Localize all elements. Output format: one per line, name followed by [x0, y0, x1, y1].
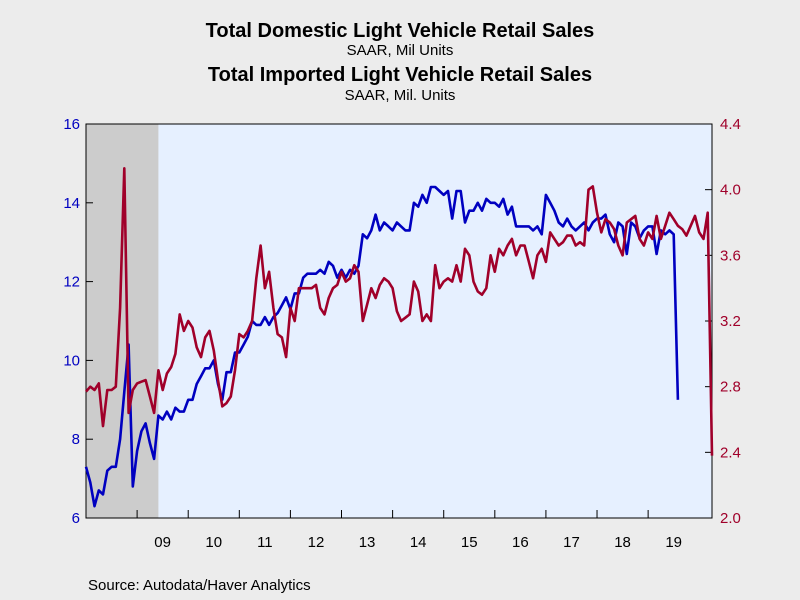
left-tick-label: 16	[63, 116, 80, 133]
right-tick-label: 4.4	[720, 116, 741, 133]
left-tick-label: 14	[63, 195, 80, 212]
chart-title-imported: Total Imported Light Vehicle Retail Sale…	[207, 64, 593, 86]
domestic-series-line	[84, 185, 680, 508]
right-tick-label: 4.0	[720, 182, 741, 199]
left-tick-label: 12	[63, 274, 80, 291]
x-tick-label: 17	[563, 534, 580, 551]
x-tick-label: 19	[665, 534, 682, 551]
right-tick-label: 2.8	[720, 379, 741, 396]
right-tick-label: 3.6	[720, 247, 741, 264]
left-tick-label: 10	[63, 352, 80, 369]
x-tick-label: 11	[257, 534, 273, 551]
x-tick-label: 18	[614, 534, 631, 551]
x-tick-label: 15	[461, 534, 478, 551]
x-tick-label: 09	[154, 534, 171, 551]
x-tick-label: 14	[410, 534, 427, 551]
x-tick-label: 12	[308, 534, 325, 551]
recession-shading	[86, 124, 159, 518]
left-tick-label: 6	[72, 510, 80, 527]
x-tick-label: 13	[359, 534, 376, 551]
right-tick-label: 2.0	[720, 510, 741, 527]
x-tick-label: 10	[205, 534, 222, 551]
right-tick-label: 3.2	[720, 313, 741, 330]
chart-title-domestic: Total Domestic Light Vehicle Retail Sale…	[205, 20, 595, 42]
chart-subtitle-imported: SAAR, Mil. Units	[344, 87, 456, 104]
imported-series-line	[85, 167, 714, 456]
chart-subtitle-domestic: SAAR, Mil Units	[346, 42, 454, 59]
left-tick-label: 8	[72, 431, 80, 448]
x-tick-label: 16	[512, 534, 529, 551]
right-tick-label: 2.4	[720, 444, 741, 461]
plot-area	[86, 124, 712, 518]
source-note: Source: Autodata/Haver Analytics	[88, 577, 311, 594]
